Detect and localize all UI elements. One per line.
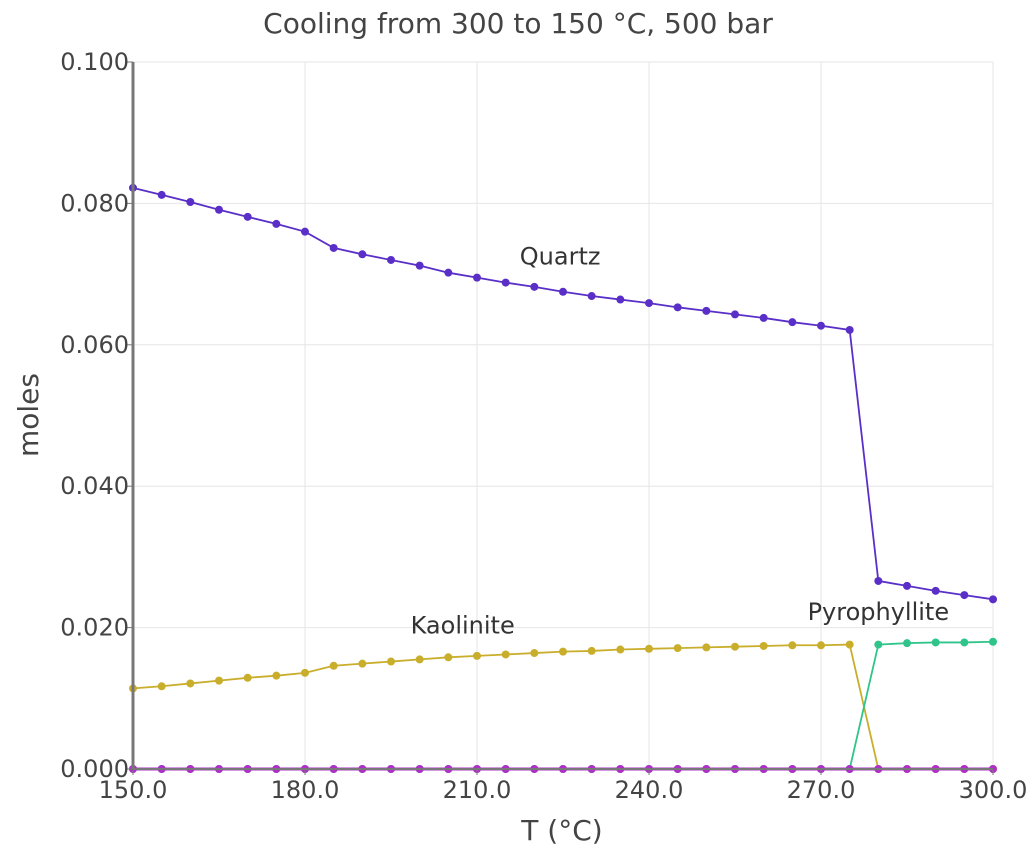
data-point — [329, 243, 338, 252]
data-point — [473, 273, 481, 282]
x-tick-label: 180.0 — [271, 776, 340, 804]
data-point — [358, 659, 367, 668]
x-tick-label: 270.0 — [787, 776, 856, 804]
data-point — [874, 640, 883, 649]
data-point — [157, 190, 166, 199]
x-tick-label: 300.0 — [959, 776, 1028, 804]
y-tick-label: 0.060 — [60, 331, 129, 359]
data-point — [817, 641, 825, 650]
y-tick-label: 0.000 — [60, 755, 129, 783]
annotations: Quartz Kaolinite Pyrophyllite — [411, 242, 949, 639]
data-point — [358, 250, 367, 259]
y-tick-label: 0.020 — [60, 614, 129, 642]
data-point — [559, 287, 567, 296]
data-point — [444, 268, 453, 277]
chart-title: Cooling from 300 to 150 °C, 500 bar — [263, 7, 773, 40]
data-point — [186, 679, 195, 688]
series-line — [133, 640, 994, 770]
data-point — [960, 591, 969, 600]
data-point — [702, 643, 711, 652]
data-point — [530, 282, 539, 291]
data-point — [186, 197, 195, 206]
data-point — [788, 641, 797, 650]
data-point — [473, 651, 481, 660]
data-point — [989, 637, 997, 646]
data-point — [616, 645, 625, 654]
data-point — [444, 653, 453, 662]
data-point — [415, 655, 424, 664]
data-point — [903, 639, 911, 648]
data-point — [387, 255, 395, 264]
data-point — [673, 303, 682, 312]
series-3 — [129, 637, 997, 773]
data-point — [272, 671, 281, 680]
data-point — [387, 657, 395, 666]
data-point — [845, 325, 854, 334]
data-point — [301, 227, 309, 236]
series-1 — [129, 183, 997, 604]
data-point — [645, 299, 653, 308]
data-point — [989, 595, 997, 604]
y-tick-label: 0.080 — [60, 189, 129, 217]
y-tick-label: 0.040 — [60, 472, 129, 500]
data-point — [731, 642, 739, 651]
data-point — [645, 644, 653, 653]
series-2 — [129, 640, 997, 773]
grid — [132, 61, 994, 770]
axes: 150.0 180.0 210.0 240.0 270.0 300.0 0.000 0.020… — [60, 48, 1027, 804]
data-point — [301, 668, 309, 677]
data-point — [759, 313, 768, 322]
data-point — [702, 306, 711, 315]
data-point — [845, 640, 854, 649]
annotation-label: Pyrophyllite — [808, 598, 950, 626]
data-point — [243, 212, 252, 221]
data-point — [587, 646, 596, 655]
data-point — [788, 318, 797, 327]
data-point — [415, 261, 424, 270]
annotation-label: Kaolinite — [411, 611, 515, 639]
data-point — [559, 647, 567, 656]
data-point — [874, 576, 883, 585]
series-group — [129, 183, 997, 773]
data-point — [587, 292, 596, 301]
x-tick-label: 150.0 — [99, 776, 168, 804]
data-point — [673, 644, 682, 653]
x-axis-title: T (°C) — [520, 814, 602, 847]
data-point — [731, 310, 739, 319]
data-point — [931, 638, 940, 647]
data-point — [215, 676, 223, 685]
data-point — [960, 638, 969, 647]
annotation-label: Quartz — [520, 242, 601, 270]
data-point — [501, 278, 510, 287]
data-point — [530, 649, 539, 658]
data-point — [903, 581, 911, 590]
y-axis-title: moles — [12, 373, 45, 457]
data-point — [157, 682, 166, 691]
data-point — [243, 673, 252, 682]
data-point — [501, 650, 510, 659]
data-point — [616, 295, 625, 304]
y-tick-label: 0.100 — [60, 48, 129, 76]
x-tick-label: 210.0 — [443, 776, 512, 804]
data-point — [817, 321, 825, 330]
x-tick-label: 240.0 — [615, 776, 684, 804]
data-point — [215, 205, 223, 214]
data-point — [329, 661, 338, 670]
data-point — [931, 586, 940, 595]
data-point — [759, 641, 768, 650]
data-point — [272, 219, 281, 228]
